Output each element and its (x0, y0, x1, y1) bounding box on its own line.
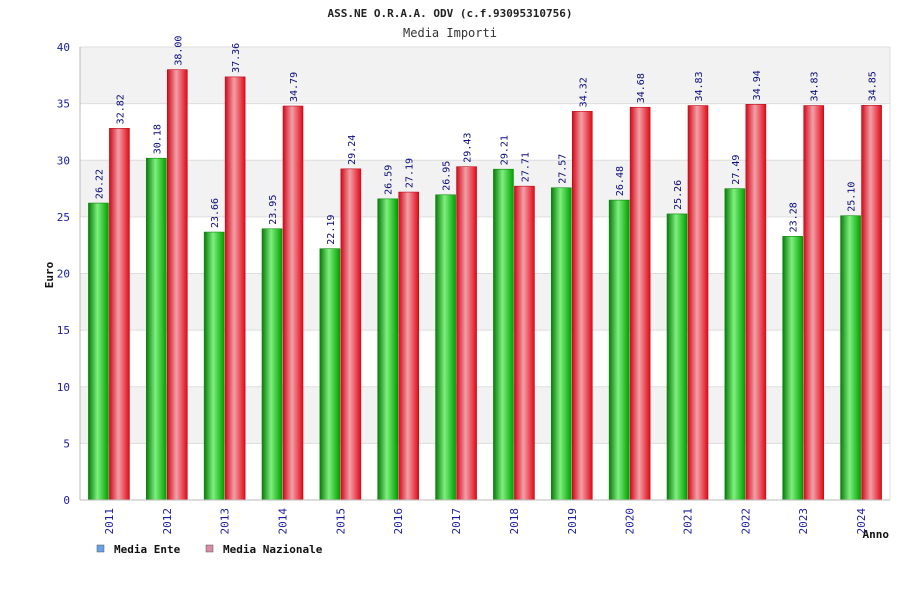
bars (88, 69, 882, 501)
x-tick-label: 2021 (682, 508, 695, 535)
legend-swatch (205, 544, 214, 553)
grid-band (80, 386, 890, 444)
x-tick-label: 2012 (161, 508, 174, 535)
y-tick-label: 10 (57, 381, 70, 394)
bar-media-ente-2011 (88, 202, 109, 501)
y-tick-label: 5 (63, 437, 70, 450)
x-tick-label: 2014 (277, 508, 290, 535)
value-label: 26.95 (442, 161, 453, 191)
value-label: 38.00 (173, 36, 184, 66)
bar-media-ente-2018 (493, 168, 514, 501)
y-tick-label: 25 (57, 211, 70, 224)
value-label: 27.57 (557, 154, 568, 184)
value-label: 30.18 (152, 124, 163, 154)
x-tick-label: 2024 (855, 508, 868, 535)
grid-band (80, 160, 890, 217)
bar-media-ente-2021 (666, 213, 688, 501)
x-tick-label: 2013 (219, 508, 232, 535)
legend: Media Ente Media Nazionale (96, 543, 323, 556)
bar-media-ente-2024 (840, 215, 861, 501)
y-tick-labels: 0 5 10 15 20 25 30 35 40 (57, 41, 70, 507)
bar-media-nazionale-2013 (224, 76, 246, 501)
bar-media-nazionale-2011 (109, 128, 130, 501)
x-tick-label: 2016 (392, 508, 405, 535)
value-label: 34.94 (752, 70, 763, 100)
x-tick-labels: 2011 2012 2013 2014 2015 2016 2017 2018 2019 2020… (103, 508, 868, 535)
x-tick-label: 2019 (566, 508, 579, 535)
value-label: 26.59 (384, 165, 395, 195)
value-label: 34.83 (810, 71, 821, 101)
bar-media-ente-2023 (782, 236, 804, 501)
bar-media-ente-2013 (203, 231, 225, 501)
bar-media-ente-2012 (145, 157, 167, 501)
x-tick-label: 2022 (739, 508, 752, 535)
legend-label: Media Ente (114, 543, 181, 556)
value-label: 25.10 (847, 182, 858, 212)
value-label: 26.48 (615, 166, 626, 196)
bar-media-ente-2022 (724, 188, 746, 501)
bar-media-nazionale-2022 (745, 104, 767, 501)
value-label: 25.26 (673, 180, 684, 210)
bar-media-ente-2016 (377, 198, 399, 501)
y-tick-label: 15 (57, 324, 70, 337)
bar-media-nazionale-2024 (861, 105, 882, 501)
x-tick-label: 2018 (508, 508, 521, 535)
x-tick-label: 2017 (450, 508, 463, 535)
value-label: 26.22 (94, 169, 105, 199)
value-label: 34.83 (694, 71, 705, 101)
x-axis-label: Anno (863, 528, 890, 541)
x-tick-label: 2023 (797, 508, 810, 535)
value-label: 27.71 (520, 152, 531, 182)
legend-swatch (96, 544, 105, 553)
bar-media-ente-2014 (261, 228, 283, 501)
value-label: 29.43 (463, 133, 474, 163)
y-tick-label: 35 (57, 98, 70, 111)
chart-title: ASS.NE O.R.A.A. ODV (c.f.93095310756) (327, 7, 572, 20)
y-axis-label: Euro (43, 261, 56, 288)
bar-media-ente-2015 (319, 248, 341, 501)
value-label: 34.68 (636, 73, 647, 103)
x-tick-label: 2020 (624, 508, 637, 535)
value-label: 32.82 (115, 94, 126, 124)
value-label: 23.95 (268, 195, 279, 225)
value-label: 34.79 (289, 72, 300, 102)
grid-band (80, 273, 890, 331)
value-labels: 26.22 32.82 30.18 38.00 23.66 37.36 23.95 34.79… (94, 36, 878, 245)
legend-label: Media Nazionale (223, 543, 323, 556)
x-tick-label: 2011 (103, 508, 116, 535)
value-label: 37.36 (231, 43, 242, 73)
chart-subtitle: Media Importi (403, 26, 497, 40)
bar-media-nazionale-2015 (340, 168, 362, 501)
x-tick-label: 2015 (334, 508, 347, 535)
y-tick-label: 20 (57, 268, 70, 281)
bar-media-nazionale-2023 (803, 105, 825, 501)
y-tick-label: 40 (57, 41, 70, 54)
bar-media-nazionale-2016 (398, 191, 420, 501)
value-label: 27.19 (405, 158, 416, 188)
value-label: 29.24 (347, 135, 358, 165)
value-label: 23.28 (789, 202, 800, 232)
y-tick-label: 0 (63, 494, 70, 507)
bar-media-nazionale-2020 (629, 106, 651, 501)
value-label: 29.21 (499, 135, 510, 165)
bar-media-nazionale-2021 (687, 105, 709, 501)
bar-media-nazionale-2012 (166, 69, 188, 501)
value-label: 27.49 (731, 155, 742, 185)
grid-band (80, 47, 890, 104)
bar-media-nazionale-2018 (514, 185, 535, 501)
axes (79, 47, 891, 501)
bar-media-nazionale-2019 (571, 111, 593, 501)
value-label: 34.85 (868, 71, 879, 101)
bar-media-ente-2020 (608, 199, 630, 501)
value-label: 34.32 (578, 77, 589, 107)
bar-media-nazionale-2017 (456, 166, 477, 501)
value-label: 22.19 (326, 215, 337, 245)
value-label: 23.66 (210, 198, 221, 228)
y-tick-label: 30 (57, 154, 70, 167)
bar-media-ente-2019 (550, 187, 572, 501)
bar-media-ente-2017 (435, 194, 456, 501)
bar-media-nazionale-2014 (282, 105, 304, 501)
